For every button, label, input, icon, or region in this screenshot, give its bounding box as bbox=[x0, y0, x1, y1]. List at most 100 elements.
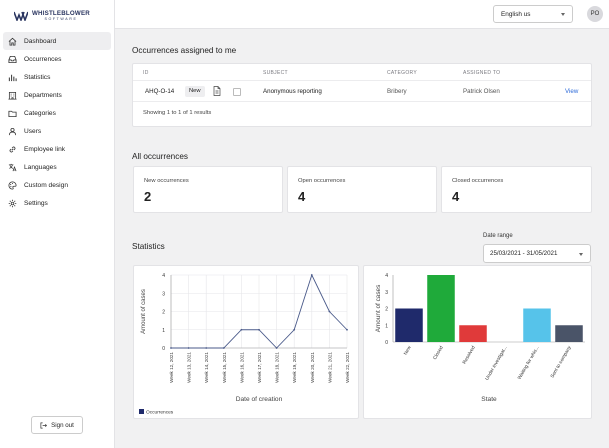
sidebar-item-label: Languages bbox=[24, 163, 57, 171]
view-link[interactable]: View bbox=[565, 88, 579, 95]
document-icon[interactable] bbox=[213, 86, 221, 96]
stat-value: 2 bbox=[144, 189, 152, 204]
data-point bbox=[293, 328, 296, 331]
link-icon bbox=[8, 145, 17, 154]
y-tick-label: 3 bbox=[162, 291, 165, 297]
x-tick-label: Resolved bbox=[462, 345, 477, 366]
stat-label: New occurrences bbox=[144, 178, 189, 184]
translate-icon bbox=[8, 163, 17, 172]
sidebar-item-label: Employee link bbox=[24, 145, 66, 153]
column-header-subject: SUBJECT bbox=[263, 70, 288, 76]
legend-label: Occurrences bbox=[146, 410, 174, 416]
bar-closed bbox=[427, 275, 455, 342]
table-row[interactable]: AHQ-O-14 New Anonymous reporting Bribery… bbox=[133, 81, 591, 102]
y-axis-label: Amount of cases bbox=[375, 285, 382, 333]
status-badge: New bbox=[185, 86, 205, 97]
data-point bbox=[222, 347, 225, 349]
x-tick-label: Closed bbox=[432, 345, 445, 361]
data-point bbox=[328, 310, 331, 313]
sidebar-item-departments[interactable]: Departments bbox=[3, 86, 111, 104]
y-tick-label: 2 bbox=[385, 307, 388, 313]
y-tick-label: 1 bbox=[385, 323, 388, 329]
sign-out-button[interactable]: Sign out bbox=[31, 416, 83, 434]
sidebar-nav: Dashboard Occurrences Statistics Departm… bbox=[3, 32, 111, 212]
assigned-table: ID SUBJECT CATEGORY ASSIGNED TO AHQ-O-14… bbox=[132, 63, 592, 127]
top-bar: English us PO bbox=[115, 0, 609, 29]
sidebar-item-statistics[interactable]: Statistics bbox=[3, 68, 111, 86]
occurrence-id: AHQ-O-14 bbox=[145, 88, 175, 95]
sidebar-item-languages[interactable]: Languages bbox=[3, 158, 111, 176]
sidebar-item-label: Settings bbox=[24, 199, 48, 207]
logo-subtitle: SOFTWARE bbox=[44, 16, 78, 21]
sidebar-item-dashboard[interactable]: Dashboard bbox=[3, 32, 111, 50]
sign-out-label: Sign out bbox=[51, 421, 74, 429]
sidebar-item-label: Categories bbox=[24, 109, 56, 117]
bar-chart-card: 0 1 2 3 4 New Closed Resolved Under investigat..… bbox=[363, 265, 592, 419]
data-point bbox=[240, 328, 243, 331]
data-point bbox=[275, 347, 278, 349]
sidebar-item-employee-link[interactable]: Employee link bbox=[3, 140, 111, 158]
sidebar-item-settings[interactable]: Settings bbox=[3, 194, 111, 212]
table-header: ID SUBJECT CATEGORY ASSIGNED TO bbox=[133, 64, 591, 81]
logo-title: WHISTLEBLOWER bbox=[32, 9, 90, 17]
closed-occurrences-card[interactable]: Closed occurrences 4 bbox=[441, 166, 592, 213]
date-range-label: Date range bbox=[483, 233, 513, 239]
column-header-id: ID bbox=[143, 70, 149, 76]
app-logo[interactable]: WHISTLEBLOWER SOFTWARE bbox=[14, 8, 104, 24]
x-tick-label: Week 16, 2021 bbox=[239, 352, 244, 383]
sign-out-icon bbox=[40, 422, 48, 428]
row-checkbox[interactable] bbox=[233, 88, 241, 96]
data-point bbox=[205, 347, 208, 349]
sidebar-item-occurrences[interactable]: Occurrences bbox=[3, 50, 111, 68]
table-footer: Showing 1 to 1 of 1 results bbox=[143, 110, 212, 116]
sidebar-item-label: Dashboard bbox=[24, 37, 57, 45]
bar-chart: 0 1 2 3 4 New Closed Resolved Under investigat..… bbox=[375, 273, 585, 403]
sidebar-item-users[interactable]: Users bbox=[3, 122, 111, 140]
date-range-select[interactable]: 25/03/2021 - 31/05/2021 bbox=[483, 244, 591, 263]
new-occurrences-card[interactable]: New occurrences 2 bbox=[133, 166, 283, 213]
language-select[interactable]: English us bbox=[493, 5, 573, 23]
bar-sent-to-company bbox=[555, 325, 583, 342]
users-icon bbox=[8, 127, 17, 136]
stat-label: Open occurrences bbox=[298, 178, 346, 184]
open-occurrences-card[interactable]: Open occurrences 4 bbox=[287, 166, 437, 213]
data-point bbox=[187, 347, 190, 349]
data-point bbox=[310, 274, 313, 276]
occurrence-assignee: Patrick Olsen bbox=[463, 88, 500, 95]
bar-chart-icon bbox=[8, 73, 17, 82]
building-icon bbox=[8, 91, 17, 100]
home-icon bbox=[8, 37, 17, 46]
language-value: English us bbox=[501, 10, 531, 18]
folder-icon bbox=[8, 109, 17, 118]
chevron-down-icon bbox=[561, 13, 565, 16]
x-axis-label: State bbox=[481, 396, 497, 403]
sidebar-item-categories[interactable]: Categories bbox=[3, 104, 111, 122]
y-tick-label: 0 bbox=[162, 346, 165, 352]
x-tick-label: Sent to company bbox=[550, 344, 573, 379]
bar-new bbox=[395, 308, 423, 342]
column-header-category: CATEGORY bbox=[387, 70, 417, 76]
sidebar-item-label: Custom design bbox=[24, 181, 68, 189]
data-point bbox=[346, 328, 348, 331]
line-chart: 0 1 2 3 4 Week 12, 2021 Week 13, 2021 Week 14, … bbox=[139, 273, 350, 416]
date-range-value: 25/03/2021 - 31/05/2021 bbox=[490, 250, 558, 257]
gear-icon bbox=[8, 199, 17, 208]
x-tick-label: Week 14, 2021 bbox=[204, 352, 209, 383]
stat-label: Closed occurrences bbox=[452, 178, 504, 184]
y-tick-label: 2 bbox=[162, 310, 165, 316]
x-tick-label: Week 21, 2021 bbox=[327, 352, 332, 383]
line-chart-card: 0 1 2 3 4 Week 12, 2021 Week 13, 2021 Week 14, … bbox=[133, 265, 359, 419]
sidebar-item-label: Users bbox=[24, 127, 42, 135]
x-tick-label: Week 22, 2021 bbox=[345, 352, 350, 383]
sidebar-item-custom-design[interactable]: Custom design bbox=[3, 176, 111, 194]
y-tick-label: 4 bbox=[385, 273, 388, 279]
x-axis-label: Date of creation bbox=[236, 396, 283, 403]
x-tick-label: Week 12, 2021 bbox=[169, 352, 174, 383]
chevron-down-icon bbox=[579, 253, 583, 256]
logo-mark-icon bbox=[14, 11, 28, 21]
avatar[interactable]: PO bbox=[587, 6, 603, 22]
x-tick-label: Week 20, 2021 bbox=[310, 352, 315, 383]
inbox-icon bbox=[8, 55, 17, 64]
sidebar-item-label: Statistics bbox=[24, 73, 51, 81]
column-header-assigned-to: ASSIGNED TO bbox=[463, 70, 501, 76]
